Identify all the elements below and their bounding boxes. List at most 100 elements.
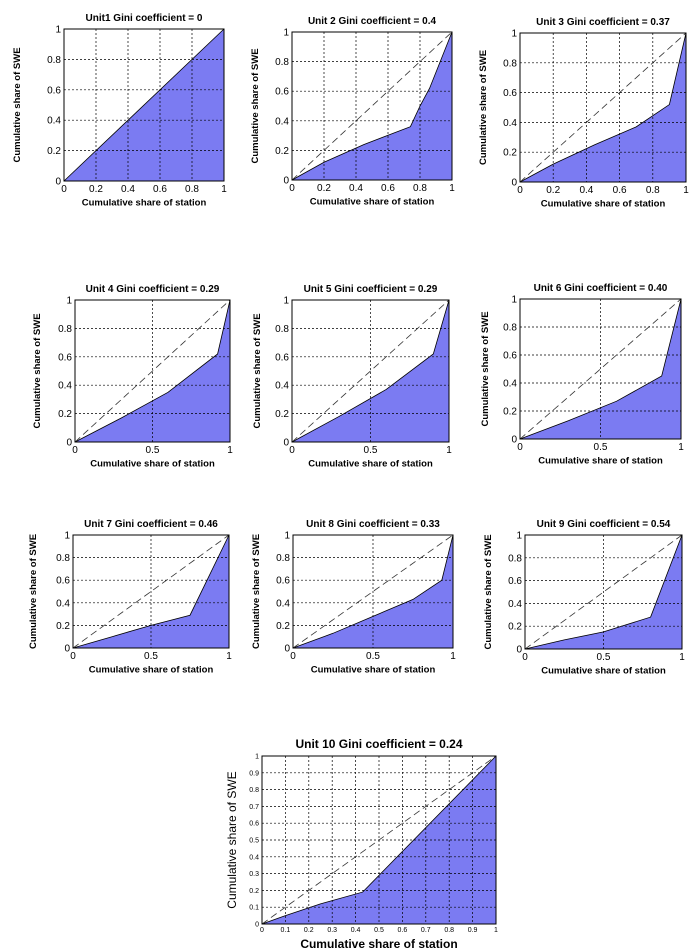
y-tick-label: 0.2 <box>503 148 517 159</box>
y-tick-label: 1 <box>511 295 517 306</box>
y-tick-label: 0.4 <box>275 381 289 392</box>
chart-title: Unit 9 Gini coefficient = 0.54 <box>537 519 671 530</box>
y-tick-label: 0.2 <box>276 621 290 632</box>
y-tick-label: 0.1 <box>249 905 259 912</box>
equality-line <box>72 534 230 649</box>
x-tick-label: 0.4 <box>579 185 593 196</box>
x-tick-label: 0.4 <box>349 183 363 194</box>
chart-panel-2: 0 0.2 0.4 0.6 0.8 1 0 0.2 0.4 0.6 0.8 1 Unit 2 Gini … <box>250 16 455 208</box>
y-tick-label: 0.6 <box>275 87 289 98</box>
x-axis-label: Cumulative share of station <box>310 197 435 208</box>
y-axis-label: Cumulative share of SWE <box>28 534 39 649</box>
x-tick-label: 0.8 <box>444 927 454 934</box>
y-tick-label: 0.3 <box>249 871 259 878</box>
x-tick-label: 0 <box>70 651 76 662</box>
y-tick-label: 0.6 <box>508 576 522 587</box>
lorenz-curve <box>63 28 225 182</box>
x-tick-label: 0.4 <box>351 927 361 934</box>
x-tick-label: 0.5 <box>364 445 378 456</box>
y-tick-label: 0.4 <box>275 116 289 127</box>
x-tick-label: 0.4 <box>121 184 135 195</box>
x-axis-label: Cumulative share of station <box>308 459 433 470</box>
x-tick-label: 1 <box>679 652 685 663</box>
axes-frame <box>292 534 454 649</box>
y-tick-label: 0.8 <box>56 553 70 564</box>
y-tick-label: 0 <box>516 645 522 656</box>
axes-frame <box>63 28 225 182</box>
y-tick-label: 0.4 <box>58 381 72 392</box>
x-tick-label: 0.5 <box>366 651 380 662</box>
x-tick-label: 0.2 <box>317 183 331 194</box>
y-tick-label: 1 <box>255 753 259 760</box>
chart-panel-4: 0 0.5 1 0 0.2 0.4 0.6 0.8 1 Unit 4 Gini coefficie… <box>32 284 233 470</box>
lorenz-area <box>520 33 686 182</box>
y-axis-label: Cumulative share of SWE <box>480 311 491 426</box>
y-tick-label: 0 <box>283 176 289 187</box>
y-axis-label: Cumulative share of SWE <box>251 534 262 649</box>
chart-panel-9: 0 0.5 1 0 0.2 0.4 0.6 0.8 1 Unit 9 Gini coefficie… <box>483 519 685 677</box>
equality-line <box>291 31 453 181</box>
y-tick-label: 0.8 <box>275 324 289 335</box>
y-tick-label: 0.8 <box>275 57 289 68</box>
x-tick-label: 0.8 <box>646 185 660 196</box>
y-tick-label: 0.6 <box>275 352 289 363</box>
y-tick-label: 0 <box>64 644 70 655</box>
y-axis-label: Cumulative share of SWE <box>483 534 494 649</box>
y-tick-label: 0.8 <box>276 553 290 564</box>
x-tick-label: 0.8 <box>185 184 199 195</box>
y-tick-label: 0.4 <box>249 854 259 861</box>
axes-frame <box>519 298 682 440</box>
x-tick-label: 0.3 <box>327 927 337 934</box>
y-axis-label: Cumulative share of SWE <box>252 313 263 428</box>
x-tick-label: 1 <box>446 445 452 456</box>
lorenz-area <box>75 300 230 442</box>
equality-line <box>74 299 231 443</box>
x-tick-label: 0 <box>289 183 295 194</box>
y-tick-label: 0 <box>283 438 289 449</box>
x-tick-label: 1 <box>678 442 684 453</box>
lorenz-area <box>525 535 682 649</box>
x-axis-label: Cumulative share of station <box>89 665 214 676</box>
y-tick-label: 0.8 <box>58 324 72 335</box>
y-tick-label: 0.4 <box>56 598 70 609</box>
lorenz-area <box>73 535 229 648</box>
x-tick-label: 0.9 <box>468 927 478 934</box>
chart-panel-7: 0 0.5 1 0 0.2 0.4 0.6 0.8 1 Unit 7 Gini coefficie… <box>28 519 232 676</box>
y-tick-label: 0 <box>255 921 259 928</box>
x-tick-label: 0.2 <box>304 927 314 934</box>
lorenz-curve <box>292 534 454 649</box>
x-axis-label: Cumulative share of station <box>90 459 215 470</box>
x-tick-label: 0.6 <box>398 927 408 934</box>
x-tick-label: 0.6 <box>613 185 627 196</box>
y-tick-label: 0.8 <box>508 553 522 564</box>
y-tick-label: 0.2 <box>508 622 522 633</box>
lorenz-area <box>262 756 496 924</box>
x-axis-label: Cumulative share of station <box>82 198 207 209</box>
x-tick-label: 0 <box>260 927 264 934</box>
x-tick-label: 0.5 <box>597 652 611 663</box>
chart-panel-10: 0 0.1 0.2 0.3 0.4 0.5 0.6 0.7 0.8 0.9 1 0 0.1 0.2 0.3 0… <box>225 737 498 949</box>
x-tick-label: 0.2 <box>546 185 560 196</box>
lorenz-area <box>520 299 681 439</box>
x-tick-label: 0 <box>517 442 523 453</box>
y-tick-label: 0.6 <box>503 88 517 99</box>
y-tick-label: 0.6 <box>58 352 72 363</box>
x-tick-label: 0 <box>72 445 78 456</box>
y-tick-label: 0 <box>55 177 61 188</box>
x-tick-label: 0.8 <box>413 183 427 194</box>
axes-frame <box>261 755 497 925</box>
chart-title: Unit 7 Gini coefficient = 0.46 <box>84 519 218 530</box>
chart-panel-3: 0 0.2 0.4 0.6 0.8 1 0 0.2 0.4 0.6 0.8 1 Unit 3 Gini … <box>478 17 689 210</box>
y-tick-label: 0 <box>511 435 517 446</box>
y-tick-label: 0 <box>284 644 290 655</box>
y-tick-label: 0.6 <box>56 576 70 587</box>
y-tick-label: 0.9 <box>249 770 259 777</box>
x-tick-label: 1 <box>450 651 456 662</box>
x-tick-label: 0.5 <box>146 445 160 456</box>
chart-title: Unit 2 Gini coefficient = 0.4 <box>308 16 437 27</box>
chart-title: Unit 6 Gini coefficient = 0.40 <box>534 283 668 294</box>
lorenz-area <box>293 535 453 648</box>
x-tick-label: 0 <box>290 651 296 662</box>
y-tick-label: 1 <box>283 28 289 39</box>
